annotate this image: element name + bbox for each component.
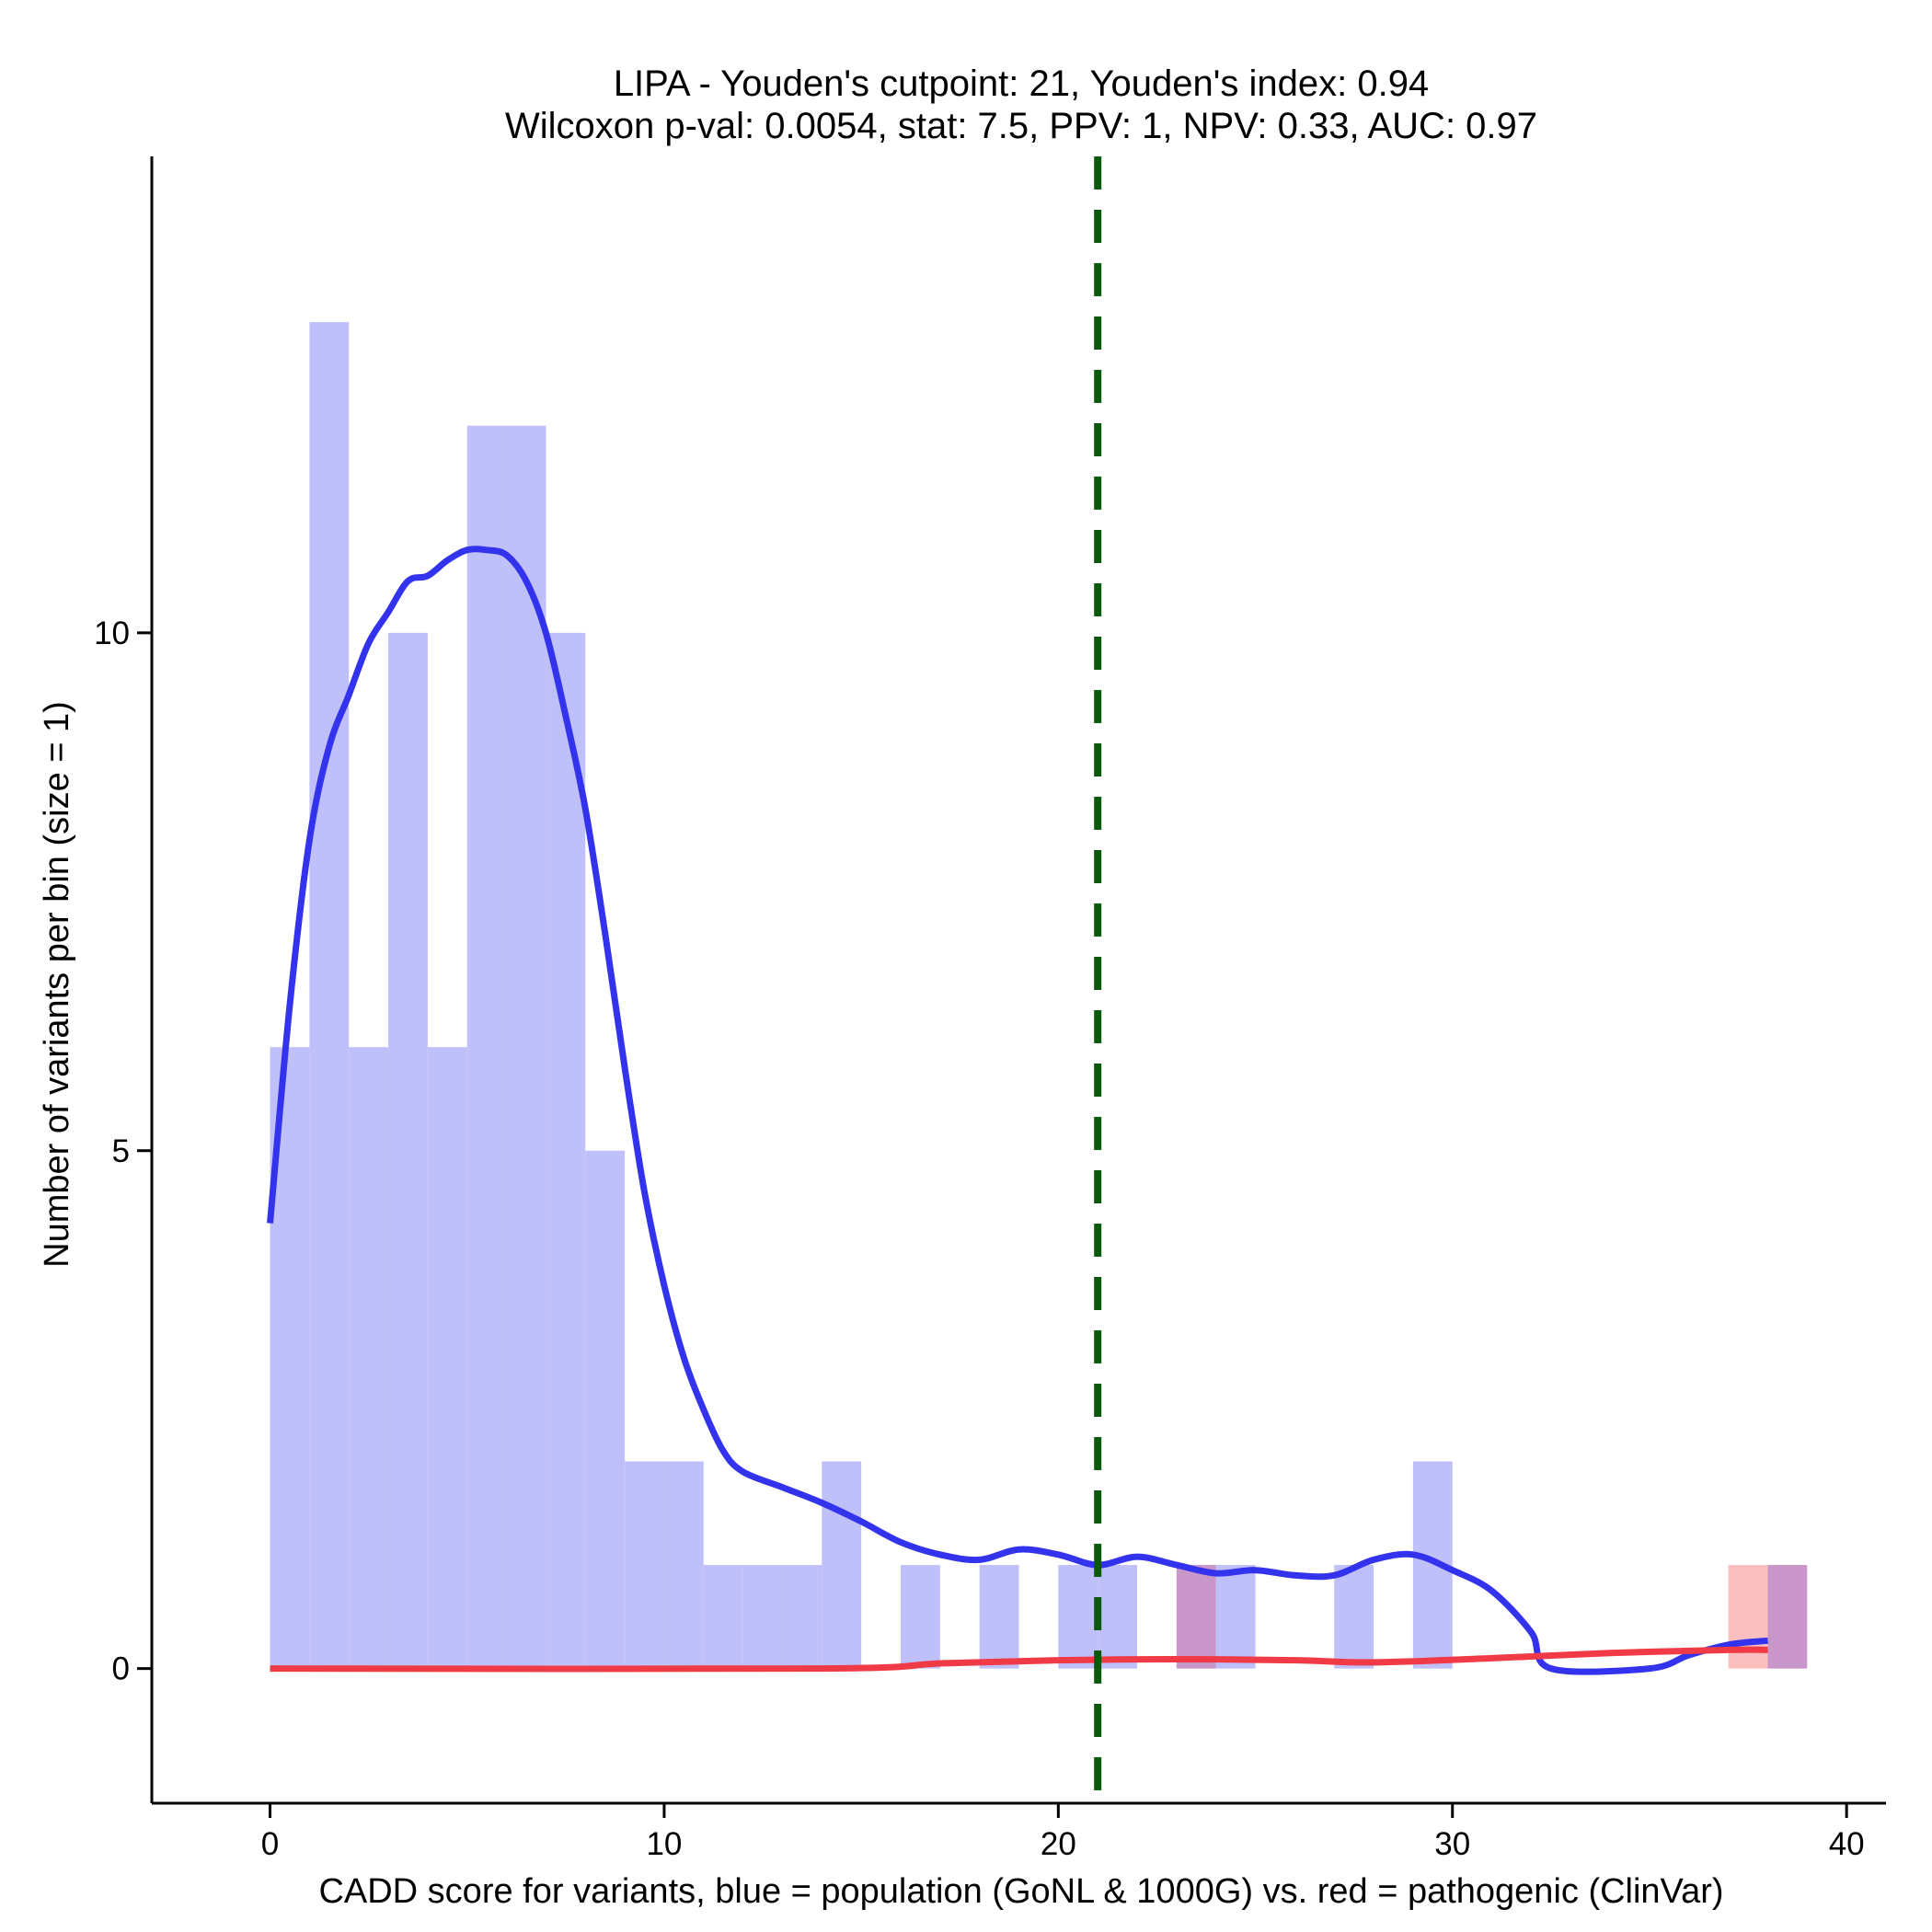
population-bar bbox=[1098, 1565, 1138, 1669]
x-axis-ticks: 0 10 20 30 40 bbox=[261, 1803, 1865, 1862]
y-axis-ticks: 0 5 10 bbox=[94, 615, 152, 1687]
population-bar bbox=[427, 1047, 467, 1669]
overlap-bars bbox=[1176, 1565, 1808, 1669]
y-tick-label: 5 bbox=[112, 1133, 130, 1169]
chart-title-line1: LIPA - Youden's cutpoint: 21, Youden's i… bbox=[614, 63, 1429, 104]
population-bar bbox=[388, 632, 428, 1669]
x-tick-label: 10 bbox=[646, 1826, 682, 1862]
y-tick-label: 0 bbox=[112, 1651, 130, 1687]
pathogenic-density-curve bbox=[270, 1646, 1768, 1673]
chart-title-line2: Wilcoxon p-val: 0.0054, stat: 7.5, PPV: … bbox=[505, 106, 1537, 146]
population-bar bbox=[900, 1565, 940, 1669]
population-bar bbox=[742, 1565, 783, 1669]
population-density-curve bbox=[267, 546, 1768, 1675]
x-tick-label: 0 bbox=[261, 1826, 279, 1862]
population-bar bbox=[1215, 1565, 1256, 1669]
population-bar bbox=[585, 1150, 626, 1669]
x-axis-label: CADD score for variants, blue = populati… bbox=[318, 1872, 1723, 1911]
population-bar bbox=[1334, 1565, 1374, 1669]
population-bar bbox=[625, 1461, 664, 1669]
population-bar bbox=[979, 1565, 1019, 1669]
y-axis-label: Number of variants per bin (size = 1) bbox=[38, 701, 76, 1268]
population-bar bbox=[703, 1565, 743, 1669]
x-tick-label: 30 bbox=[1434, 1826, 1470, 1862]
population-bar bbox=[309, 322, 350, 1669]
population-bar bbox=[822, 1461, 862, 1669]
x-tick-label: 20 bbox=[1041, 1826, 1076, 1862]
population-bars bbox=[270, 322, 1453, 1669]
population-bar bbox=[466, 425, 507, 1669]
population-bar bbox=[349, 1047, 389, 1669]
population-bar bbox=[1058, 1565, 1098, 1669]
population-bar bbox=[546, 632, 586, 1669]
x-tick-label: 40 bbox=[1829, 1826, 1865, 1862]
population-bar bbox=[663, 1461, 704, 1669]
overlap-bar bbox=[1767, 1565, 1808, 1669]
y-tick-label: 10 bbox=[94, 615, 130, 651]
population-bar bbox=[782, 1565, 822, 1669]
population-bar bbox=[506, 425, 546, 1669]
overlap-bar bbox=[1176, 1565, 1216, 1669]
